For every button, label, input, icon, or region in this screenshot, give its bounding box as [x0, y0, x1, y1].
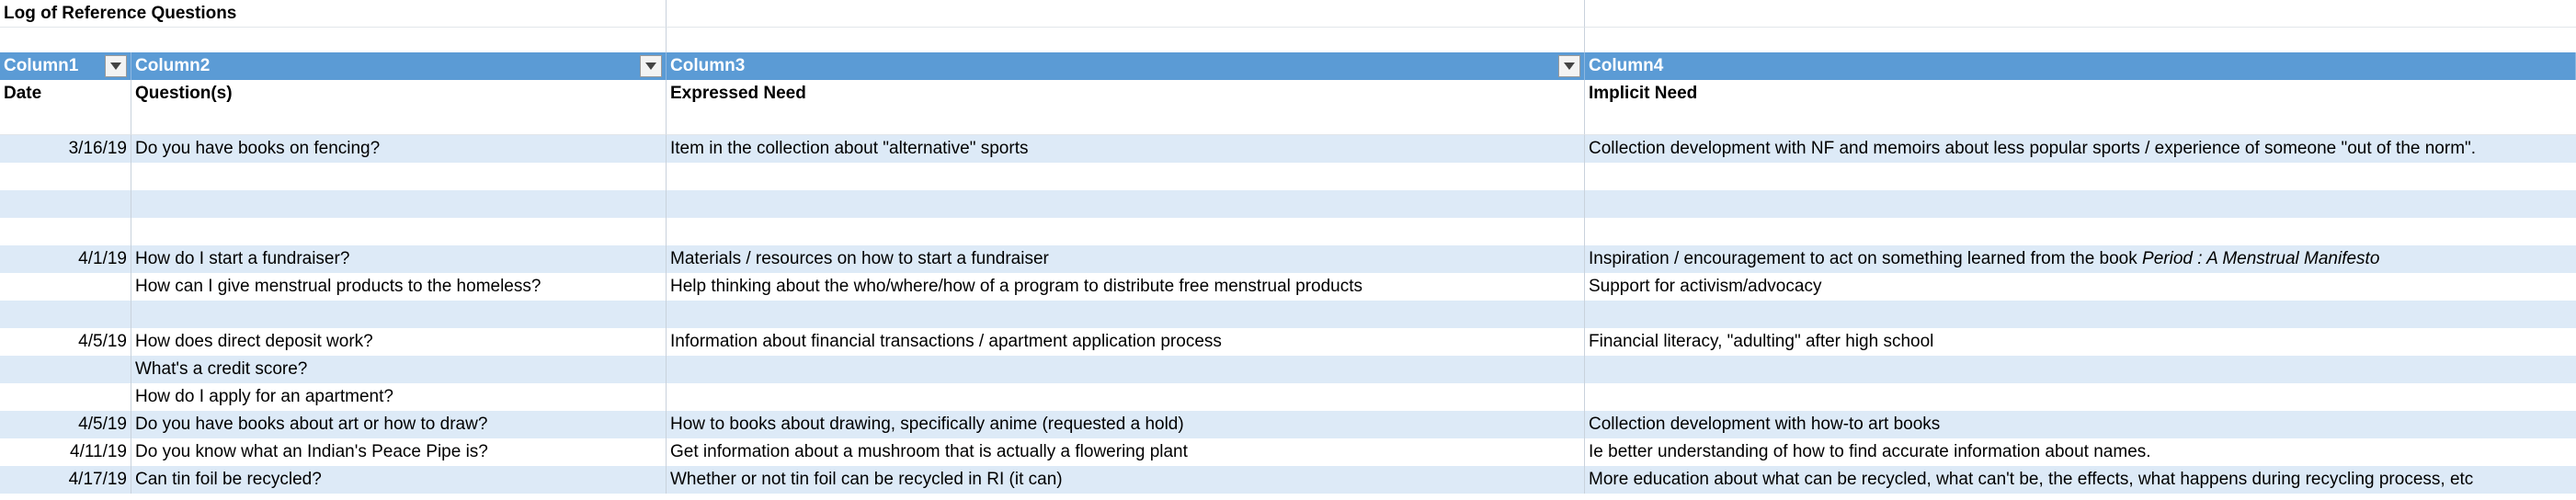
table-row: How do I apply for an apartment? — [0, 383, 2576, 411]
table-row — [0, 163, 2576, 190]
table-row — [0, 301, 2576, 328]
table-row: 4/5/19 Do you have books about art or ho… — [0, 411, 2576, 438]
filter-dropdown-icon[interactable] — [1558, 55, 1580, 77]
table-row: 4/17/19 Can tin foil be recycled? Whethe… — [0, 466, 2576, 494]
date-cell[interactable] — [0, 383, 131, 411]
cell[interactable] — [667, 28, 1585, 55]
expressed-need-cell[interactable] — [667, 218, 1585, 245]
date-cell[interactable] — [0, 190, 131, 218]
implicit-need-cell[interactable]: Financial literacy, "adulting" after hig… — [1585, 328, 2576, 356]
table-row — [0, 108, 2576, 135]
filter-dropdown-icon[interactable] — [640, 55, 662, 77]
subheader-row: Date Question(s) Expressed Need Implicit… — [0, 80, 2576, 108]
column4-label: Column4 — [1589, 56, 1664, 75]
expressed-need-cell[interactable] — [667, 301, 1585, 328]
date-cell[interactable] — [0, 356, 131, 383]
implicit-need-cell[interactable] — [1585, 108, 2576, 135]
expressed-need-cell[interactable] — [667, 163, 1585, 190]
question-cell[interactable]: Do you know what an Indian's Peace Pipe … — [131, 438, 667, 466]
date-cell[interactable]: 4/17/19 — [0, 466, 131, 494]
date-cell[interactable]: 3/16/19 — [0, 135, 131, 163]
date-subheader[interactable]: Date — [0, 80, 131, 108]
table-row: 4/11/19 Do you know what an Indian's Pea… — [0, 438, 2576, 466]
date-cell[interactable] — [0, 218, 131, 245]
implicit-need-cell[interactable] — [1585, 301, 2576, 328]
table-row: What's a credit score? — [0, 356, 2576, 383]
implicit-need-text: Inspiration / encouragement to act on so… — [1589, 249, 2143, 268]
date-cell[interactable]: 4/5/19 — [0, 411, 131, 438]
implicit-need-cell[interactable] — [1585, 383, 2576, 411]
date-cell[interactable] — [0, 163, 131, 190]
expressed-need-cell[interactable] — [667, 190, 1585, 218]
column3-header[interactable]: Column3 — [667, 52, 1585, 80]
table-row: 4/1/19 How do I start a fundraiser? Mate… — [0, 245, 2576, 273]
implicit-need-cell[interactable]: Collection development with how-to art b… — [1585, 411, 2576, 438]
question-cell[interactable] — [131, 190, 667, 218]
question-cell[interactable] — [131, 301, 667, 328]
implicit-need-cell[interactable] — [1585, 190, 2576, 218]
table-row — [0, 218, 2576, 245]
expressed-need-cell[interactable]: How to books about drawing, specifically… — [667, 411, 1585, 438]
implicit-need-cell[interactable]: Collection development with NF and memoi… — [1585, 135, 2576, 163]
expressed-need-cell[interactable] — [667, 108, 1585, 135]
table-row: 4/5/19 How does direct deposit work? Inf… — [0, 328, 2576, 356]
question-cell[interactable]: How can I give menstrual products to the… — [131, 273, 667, 301]
table-header-row: Column1 Column2 Column3 Column4 — [0, 52, 2576, 80]
date-cell[interactable]: 4/11/19 — [0, 438, 131, 466]
title-row: Log of Reference Questions — [0, 0, 2576, 28]
date-cell[interactable]: 4/1/19 — [0, 245, 131, 273]
implicit-need-subheader[interactable]: Implicit Need — [1585, 80, 2576, 108]
question-cell[interactable]: Do you have books about art or how to dr… — [131, 411, 667, 438]
title-cell[interactable]: Log of Reference Questions — [0, 0, 667, 28]
question-cell[interactable]: What's a credit score? — [131, 356, 667, 383]
implicit-need-cell[interactable] — [1585, 218, 2576, 245]
table-row: How can I give menstrual products to the… — [0, 273, 2576, 301]
cell[interactable] — [667, 0, 1585, 28]
implicit-need-cell[interactable]: Support for activism/advocacy — [1585, 273, 2576, 301]
cell[interactable] — [0, 28, 667, 55]
expressed-need-cell[interactable]: Information about financial transactions… — [667, 328, 1585, 356]
expressed-need-cell[interactable]: Item in the collection about "alternativ… — [667, 135, 1585, 163]
expressed-need-cell[interactable] — [667, 383, 1585, 411]
column3-label: Column3 — [670, 56, 746, 75]
expressed-need-cell[interactable] — [667, 356, 1585, 383]
book-title: Period : A Menstrual Manifesto — [2142, 249, 2380, 268]
question-cell[interactable] — [131, 218, 667, 245]
expressed-need-cell[interactable]: Whether or not tin foil can be recycled … — [667, 466, 1585, 494]
cell[interactable] — [1585, 0, 2576, 28]
implicit-need-cell[interactable]: Inspiration / encouragement to act on so… — [1585, 245, 2576, 273]
expressed-need-cell[interactable]: Help thinking about the who/where/how of… — [667, 273, 1585, 301]
filter-dropdown-icon[interactable] — [105, 55, 127, 77]
column4-header[interactable]: Column4 — [1585, 52, 2576, 80]
date-cell[interactable] — [0, 273, 131, 301]
question-cell[interactable] — [131, 163, 667, 190]
implicit-need-cell[interactable] — [1585, 163, 2576, 190]
date-cell[interactable] — [0, 108, 131, 135]
expressed-need-cell[interactable]: Get information about a mushroom that is… — [667, 438, 1585, 466]
question-cell[interactable] — [131, 108, 667, 135]
table-row: 3/16/19 Do you have books on fencing? It… — [0, 135, 2576, 163]
column2-header[interactable]: Column2 — [131, 52, 667, 80]
questions-subheader[interactable]: Question(s) — [131, 80, 667, 108]
question-cell[interactable]: How does direct deposit work? — [131, 328, 667, 356]
empty-row — [0, 28, 2576, 55]
column1-header[interactable]: Column1 — [0, 52, 131, 80]
cell[interactable] — [1585, 28, 2576, 55]
expressed-need-subheader[interactable]: Expressed Need — [667, 80, 1585, 108]
column2-label: Column2 — [135, 56, 211, 75]
date-cell[interactable]: 4/5/19 — [0, 328, 131, 356]
sheet-title: Log of Reference Questions — [4, 4, 237, 23]
implicit-need-cell[interactable]: Ie better understanding of how to find a… — [1585, 438, 2576, 466]
question-cell[interactable]: Do you have books on fencing? — [131, 135, 667, 163]
table-row — [0, 190, 2576, 218]
date-cell[interactable] — [0, 301, 131, 328]
question-cell[interactable]: How do I apply for an apartment? — [131, 383, 667, 411]
implicit-need-cell[interactable] — [1585, 356, 2576, 383]
question-cell[interactable]: Can tin foil be recycled? — [131, 466, 667, 494]
implicit-need-cell[interactable]: More education about what can be recycle… — [1585, 466, 2576, 494]
column1-label: Column1 — [4, 56, 79, 75]
expressed-need-cell[interactable]: Materials / resources on how to start a … — [667, 245, 1585, 273]
question-cell[interactable]: How do I start a fundraiser? — [131, 245, 667, 273]
